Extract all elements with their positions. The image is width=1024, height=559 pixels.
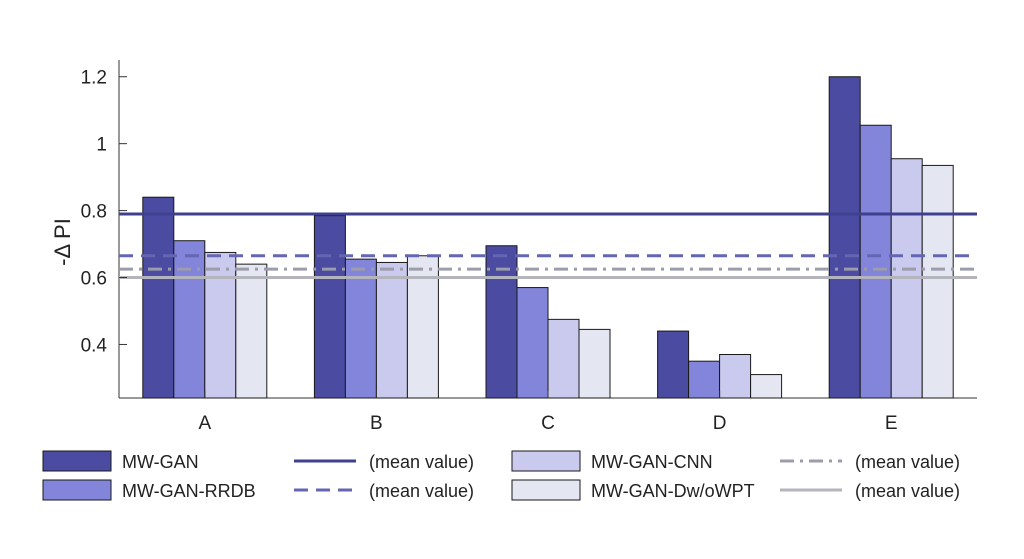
legend-swatch-1 [42,479,112,501]
legend-swatch-2 [511,450,581,472]
x-category-label: C [541,413,555,434]
x-category-label: D [713,413,727,434]
x-categories-group: A B C D E [198,391,898,434]
legend-swatch-0 [42,450,112,472]
legend-mean-label: (mean value) [855,481,960,501]
bar-D-3 [750,374,783,399]
y-axis-label: -Δ PI [50,218,75,266]
bar-C-0 [485,245,518,399]
y-tick-label: 1.2 [81,68,107,89]
bar-A-2 [204,251,237,399]
bar-C-1 [516,287,549,399]
legend-series-label: MW-GAN-RRDB [122,481,256,501]
bar-D-2 [719,353,752,399]
bar-C-2 [547,318,580,399]
bar-B-3 [406,255,439,399]
bar-A-0 [142,196,175,399]
y-tick-label: 0.6 [81,269,107,290]
bar-E-0 [828,76,861,399]
bar-A-3 [235,263,268,399]
legend-series-label: MW-GAN-CNN [591,452,713,472]
x-category-label: B [370,413,383,434]
legend-swatch-3 [511,479,581,501]
bar-D-0 [657,330,690,399]
bar-A-1 [173,240,206,399]
legend-mean-label: (mean value) [855,452,960,472]
bar-D-1 [688,360,721,399]
legend-series-label: MW-GAN [122,452,199,472]
legend: MW-GAN (mean value) MW-GAN-RRDB (mean value… [42,450,960,501]
x-category-label: A [198,413,211,434]
bar-E-3 [921,164,954,399]
bars-group [142,76,954,399]
y-tick-label: 1 [96,135,107,156]
bar-C-3 [578,328,611,399]
y-tick-label: 0.4 [81,335,108,356]
legend-mean-label: (mean value) [369,481,474,501]
legend-mean-label: (mean value) [369,452,474,472]
bar-B-1 [344,258,377,399]
bar-B-2 [375,261,408,399]
y-tick-label: 0.8 [81,202,107,223]
y-ticks-group: 0.4 0.6 0.8 1 1.2 [81,68,127,356]
x-category-label: E [885,413,898,434]
legend-series-label: MW-GAN-Dw/oWPT [591,481,755,501]
bar-E-1 [859,124,892,399]
mean-lines-group [119,212,977,280]
bar-B-0 [313,215,346,399]
